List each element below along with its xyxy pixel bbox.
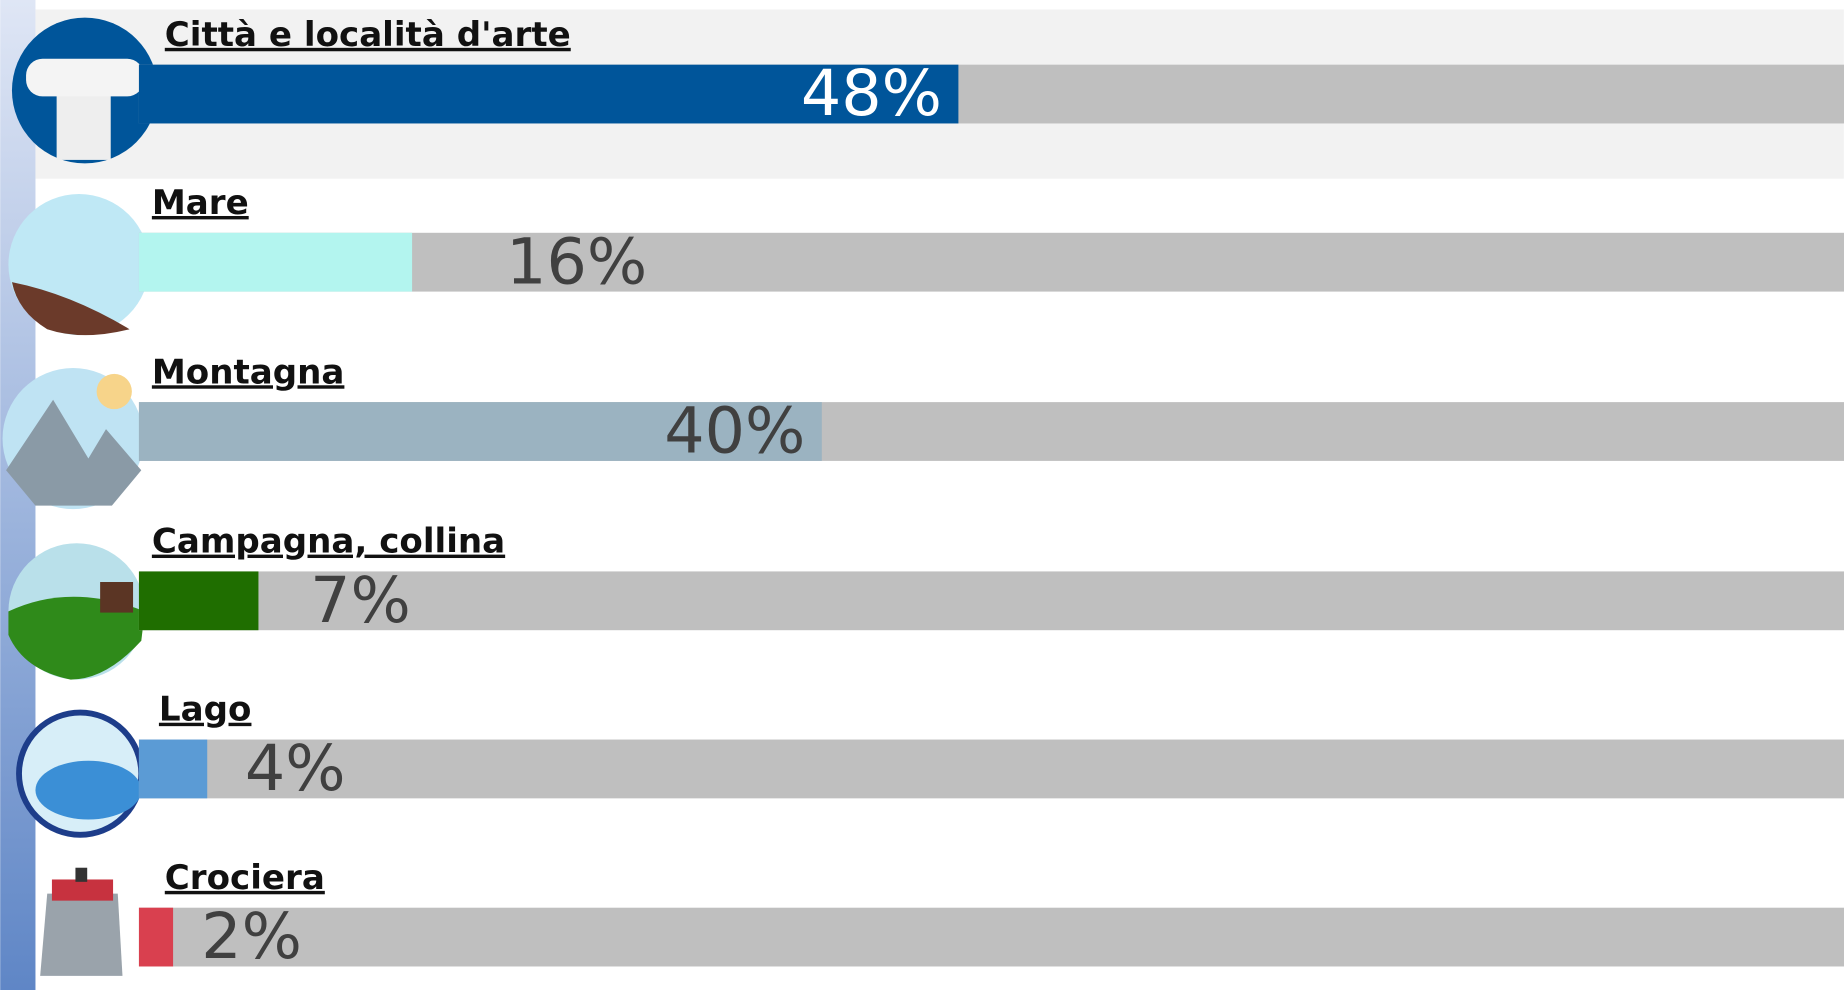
bar (138, 232, 413, 292)
bar-track (138, 739, 1844, 799)
icon-peaks (6, 399, 142, 506)
icons (2, 17, 158, 976)
icon-house (100, 582, 134, 613)
bar-track (138, 571, 1844, 631)
icon-shore (11, 282, 130, 336)
icon-ship-deck (51, 879, 114, 901)
value-label: 48% (801, 56, 942, 130)
value-label: 2% (201, 899, 302, 973)
bar (138, 907, 174, 967)
value-label: 7% (310, 563, 411, 637)
category-label: Lago (159, 690, 252, 730)
icon-water (35, 760, 142, 820)
icon-capital (26, 58, 144, 97)
icon-field (8, 596, 145, 680)
value-label: 16% (506, 224, 647, 298)
icon-ship (40, 893, 123, 976)
bar-track (138, 232, 1844, 292)
icon-sun (96, 373, 132, 410)
bar (138, 64, 959, 124)
category-label: Mare (152, 183, 249, 223)
category-label: Città e località d'arte (165, 15, 571, 55)
category-label: Montagna (152, 352, 345, 392)
category-label: Campagna, collina (152, 522, 505, 562)
bar (138, 739, 208, 799)
bar-track (138, 907, 1844, 967)
value-label: 4% (245, 731, 346, 805)
bar (138, 402, 822, 461)
category-label: Crociera (165, 858, 325, 898)
value-label: 40% (664, 394, 805, 468)
bar (138, 571, 259, 631)
icon-funnel (75, 867, 88, 882)
